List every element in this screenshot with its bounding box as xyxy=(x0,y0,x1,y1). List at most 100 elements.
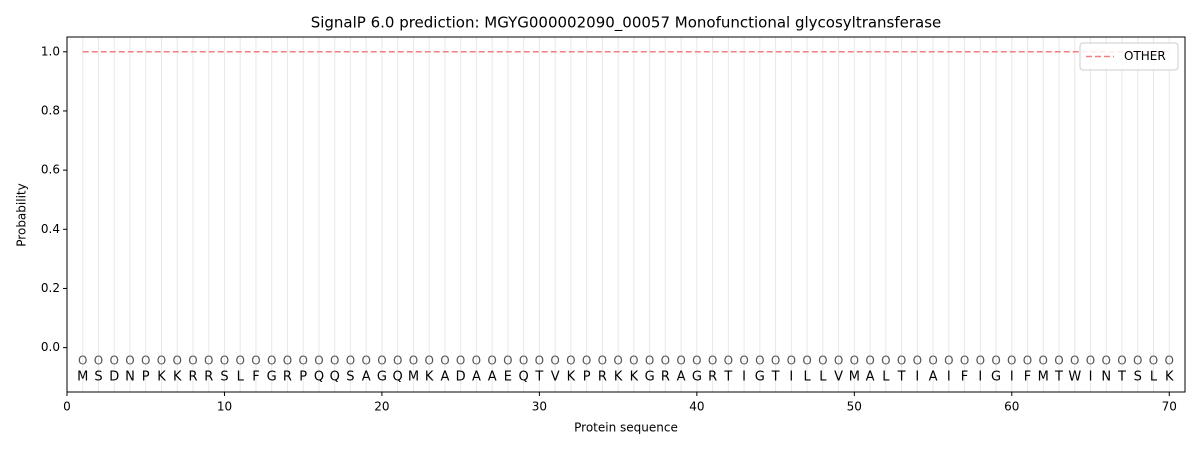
residue-label: V xyxy=(551,370,560,385)
residue-label: K xyxy=(1165,370,1174,385)
residue-label: R xyxy=(204,370,213,385)
residue-label: G xyxy=(991,370,1001,385)
x-tick-label: 70 xyxy=(1162,400,1177,414)
state-label: O xyxy=(755,353,764,367)
state-label: O xyxy=(220,353,229,367)
residue-label: K xyxy=(425,370,434,385)
state-label: O xyxy=(283,353,292,367)
residue-label: G xyxy=(692,370,702,385)
residue-label: T xyxy=(1054,370,1063,385)
residue-label: P xyxy=(583,370,591,385)
state-label: O xyxy=(456,353,465,367)
residue-label: G xyxy=(377,370,387,385)
state-label: O xyxy=(1165,353,1174,367)
residue-label: K xyxy=(567,370,576,385)
state-label: O xyxy=(724,353,733,367)
x-tick-label: 60 xyxy=(1004,400,1019,414)
plot-frame xyxy=(66,36,1186,393)
state-label: O xyxy=(598,353,607,367)
residue-label: L xyxy=(1150,370,1158,385)
residue-label: V xyxy=(834,370,843,385)
residue-label: M xyxy=(1038,370,1049,385)
state-label: O xyxy=(865,353,874,367)
state-label: O xyxy=(676,353,685,367)
state-label: O xyxy=(802,353,811,367)
residue-label: L xyxy=(803,370,811,385)
state-label: O xyxy=(235,353,244,367)
state-label: O xyxy=(960,353,969,367)
residue-label: Q xyxy=(519,370,529,385)
residue-label: T xyxy=(534,370,543,385)
residue-label: I xyxy=(978,370,982,385)
state-label: O xyxy=(94,353,103,367)
state-label: O xyxy=(834,353,843,367)
state-label: O xyxy=(661,353,670,367)
state-label: O xyxy=(125,353,134,367)
state-label: O xyxy=(330,353,339,367)
residue-label: F xyxy=(1024,370,1031,385)
state-label: O xyxy=(314,353,323,367)
residue-label: M xyxy=(77,370,88,385)
residue-label: D xyxy=(109,370,119,385)
state-label: O xyxy=(692,353,701,367)
residue-label: R xyxy=(188,370,197,385)
residue-label: L xyxy=(819,370,827,385)
residue-label: K xyxy=(157,370,166,385)
residue-label: A xyxy=(472,370,481,385)
residue-label: G xyxy=(755,370,765,385)
state-label: O xyxy=(172,353,181,367)
state-label: O xyxy=(1086,353,1095,367)
state-label: O xyxy=(739,353,748,367)
state-label: O xyxy=(157,353,166,367)
residue-label: L xyxy=(237,370,245,385)
state-label: O xyxy=(204,353,213,367)
state-label: O xyxy=(629,353,638,367)
state-label: O xyxy=(897,353,906,367)
residue-label: S xyxy=(1134,370,1142,385)
state-label: O xyxy=(1117,353,1126,367)
residue-label: K xyxy=(614,370,623,385)
x-tick-label: 30 xyxy=(532,400,547,414)
residue-label: R xyxy=(598,370,607,385)
state-label: O xyxy=(708,353,717,367)
residue-label: T xyxy=(723,370,732,385)
state-label: O xyxy=(645,353,654,367)
state-label: O xyxy=(1102,353,1111,367)
state-label: O xyxy=(913,353,922,367)
residue-label: T xyxy=(771,370,780,385)
x-tick-label: 20 xyxy=(374,400,389,414)
residue-label: R xyxy=(283,370,292,385)
residue-label: Q xyxy=(393,370,403,385)
y-tick-label: 0.0 xyxy=(41,340,60,354)
residue-label: P xyxy=(299,370,307,385)
residue-label: K xyxy=(630,370,639,385)
residue-label: D xyxy=(456,370,466,385)
residue-label: T xyxy=(1117,370,1126,385)
state-label: O xyxy=(787,353,796,367)
residue-label: M xyxy=(849,370,860,385)
residue-label: R xyxy=(708,370,717,385)
residue-label: A xyxy=(488,370,497,385)
x-tick-label: 0 xyxy=(63,400,71,414)
state-label: O xyxy=(503,353,512,367)
state-label: O xyxy=(267,353,276,367)
residue-label: A xyxy=(440,370,449,385)
state-label: O xyxy=(1007,353,1016,367)
residue-label: Q xyxy=(314,370,324,385)
state-label: O xyxy=(377,353,386,367)
legend-box xyxy=(1079,42,1179,71)
residue-label: A xyxy=(677,370,686,385)
residue-label: K xyxy=(173,370,182,385)
state-label: O xyxy=(409,353,418,367)
residue-label: I xyxy=(1010,370,1014,385)
residue-label: M xyxy=(408,370,419,385)
residue-label: N xyxy=(1101,370,1111,385)
residue-label: Q xyxy=(330,370,340,385)
legend-label: OTHER xyxy=(1124,49,1166,63)
state-label: O xyxy=(1054,353,1063,367)
x-tick-label: 40 xyxy=(689,400,704,414)
state-label: O xyxy=(881,353,890,367)
chart-title: SignalP 6.0 prediction: MGYG000002090_00… xyxy=(311,14,942,33)
residue-label: G xyxy=(645,370,655,385)
